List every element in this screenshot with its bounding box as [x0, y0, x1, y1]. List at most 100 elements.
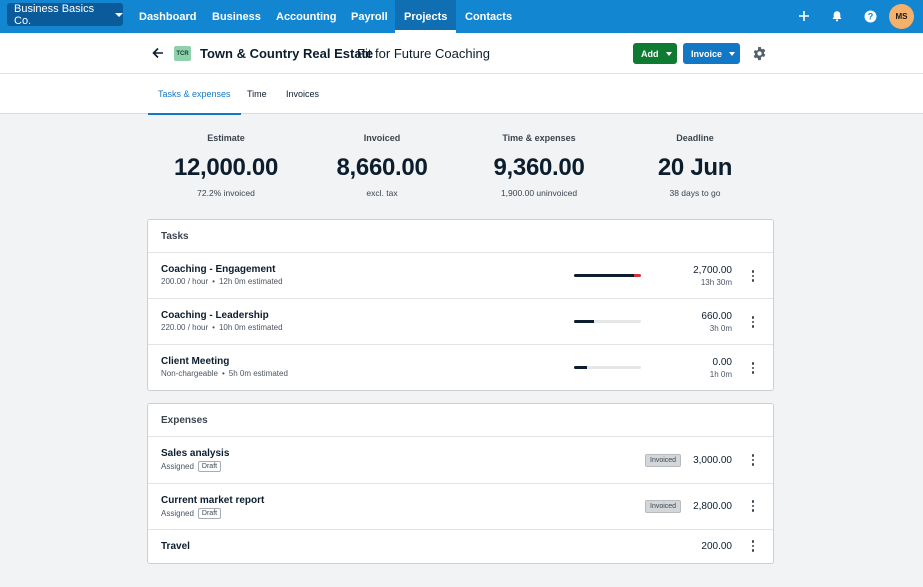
stat-value: 12,000.00 — [173, 154, 279, 181]
more-options-icon[interactable] — [747, 499, 759, 513]
tab-time[interactable]: Time — [247, 89, 267, 99]
invoice-button[interactable]: Invoice — [683, 43, 740, 64]
expense-status: Assigned — [161, 509, 194, 518]
task-row[interactable]: Coaching - Engagement 200.00 / hour • 12… — [148, 253, 773, 299]
project-tabs: Tasks & expenses Time Invoices — [0, 74, 923, 115]
user-avatar[interactable]: MS — [889, 4, 914, 29]
expense-row[interactable]: Current market report Assigned Draft Inv… — [148, 484, 773, 530]
client-name[interactable]: Town & Country Real Estate — [200, 46, 374, 61]
task-hours: 3h 0m — [709, 324, 732, 333]
separator-dot: • — [212, 277, 215, 286]
project-header: TCR Town & Country Real Estate Fit for F… — [0, 33, 923, 74]
plus-icon[interactable] — [795, 7, 813, 25]
chevron-down-icon — [665, 51, 672, 56]
task-progress-fill — [574, 274, 635, 277]
more-options-icon[interactable] — [747, 453, 759, 467]
tab-invoices[interactable]: Invoices — [286, 89, 320, 99]
expense-row[interactable]: Travel 200.00 — [148, 530, 773, 563]
task-progress-fill — [574, 320, 595, 323]
stat-label: Estimate — [207, 133, 245, 143]
svg-text:?: ? — [867, 11, 873, 21]
nav-contacts[interactable]: Contacts — [465, 10, 513, 23]
stat-label: Deadline — [676, 133, 714, 143]
separator-dot: • — [212, 323, 215, 332]
nav-payroll[interactable]: Payroll — [351, 10, 388, 23]
task-hours: 13h 30m — [700, 278, 732, 287]
expense-meta: Assigned Draft — [161, 508, 222, 519]
draft-tag: Draft — [197, 508, 222, 519]
summary-deadline: Deadline 20 Jun 38 days to go — [615, 133, 775, 198]
stat-value: 8,660.00 — [336, 154, 428, 181]
stat-label: Invoiced — [363, 133, 401, 143]
invoiced-badge: Invoiced — [645, 500, 682, 513]
task-meta: 200.00 / hour • 12h 0m estimated — [161, 277, 283, 286]
task-row[interactable]: Coaching - Leadership 220.00 / hour • 10… — [148, 299, 773, 345]
more-options-icon[interactable] — [747, 269, 759, 283]
invoiced-badge: Invoiced — [645, 454, 682, 467]
nav-business[interactable]: Business — [212, 10, 261, 23]
task-name: Coaching - Leadership — [161, 310, 269, 321]
add-button[interactable]: Add — [633, 43, 677, 64]
summary-estimate: Estimate 12,000.00 72.2% invoiced — [146, 133, 306, 198]
task-amount: 2,700.00 — [693, 265, 732, 276]
back-arrow-icon[interactable] — [150, 45, 166, 61]
task-name: Coaching - Engagement — [161, 264, 276, 275]
expense-meta: Assigned Draft — [161, 461, 222, 472]
nav-dashboard[interactable]: Dashboard — [139, 10, 197, 23]
expense-name: Sales analysis — [161, 448, 230, 459]
organisation-name: Business Basics Co. — [14, 2, 95, 27]
nav-projects[interactable]: Projects — [395, 0, 457, 33]
task-progress-bar — [574, 366, 641, 369]
summary-invoiced: Invoiced 8,660.00 excl. tax — [302, 133, 462, 198]
more-options-icon[interactable] — [747, 361, 759, 375]
add-button-label: Add — [641, 48, 659, 59]
stat-value: 20 Jun — [657, 154, 733, 181]
task-amount: 0.00 — [712, 357, 732, 368]
chevron-down-icon — [729, 51, 736, 56]
task-name: Client Meeting — [161, 356, 230, 367]
task-hours: 1h 0m — [709, 370, 732, 379]
bell-icon[interactable] — [828, 7, 846, 25]
expenses-heading: Expenses — [148, 404, 773, 437]
stat-label: Time & expenses — [502, 133, 576, 143]
task-progress-fill — [574, 366, 588, 369]
task-meta: Non-chargeable • 5h 0m estimated — [161, 369, 288, 378]
expenses-card: Expenses Sales analysis Assigned Draft I… — [147, 403, 774, 564]
stat-value: 9,360.00 — [493, 154, 585, 181]
expense-status: Assigned — [161, 462, 194, 471]
task-estimate: 5h 0m estimated — [228, 369, 288, 378]
task-progress-bar — [574, 274, 641, 277]
expense-name: Current market report — [161, 495, 265, 506]
separator-dot: • — [221, 369, 225, 378]
stat-subtext: 1,900.00 uninvoiced — [500, 188, 578, 198]
task-progress-bar — [574, 320, 641, 323]
task-overrun-fill — [634, 274, 641, 277]
task-rate: Non-chargeable — [161, 369, 218, 378]
stat-subtext: excl. tax — [366, 188, 398, 198]
tasks-heading: Tasks — [148, 220, 773, 253]
more-options-icon[interactable] — [747, 539, 759, 553]
tab-tasks-expenses[interactable]: Tasks & expenses — [148, 74, 241, 115]
expense-amount: 200.00 — [701, 541, 732, 552]
client-logo: TCR — [174, 46, 191, 61]
invoice-button-label: Invoice — [691, 48, 723, 59]
nav-accounting[interactable]: Accounting — [276, 10, 337, 23]
expense-amount: 2,800.00 — [693, 501, 732, 512]
organisation-switcher[interactable]: Business Basics Co. — [7, 2, 123, 27]
summary-time-expenses: Time & expenses 9,360.00 1,900.00 uninvo… — [459, 133, 619, 198]
task-rate: 220.00 / hour — [161, 323, 209, 332]
expense-amount: 3,000.00 — [693, 455, 732, 466]
task-estimate: 12h 0m estimated — [218, 277, 283, 286]
expense-row[interactable]: Sales analysis Assigned Draft Invoiced 3… — [148, 437, 773, 484]
project-name: Fit for Future Coaching — [357, 46, 490, 61]
more-options-icon[interactable] — [747, 315, 759, 329]
task-amount: 660.00 — [701, 311, 732, 322]
task-estimate: 10h 0m estimated — [218, 323, 283, 332]
tasks-card: Tasks Coaching - Engagement 200.00 / hou… — [147, 219, 774, 391]
help-icon[interactable]: ? — [861, 7, 879, 25]
task-row[interactable]: Client Meeting Non-chargeable • 5h 0m es… — [148, 345, 773, 390]
task-meta: 220.00 / hour • 10h 0m estimated — [161, 323, 283, 332]
gear-icon[interactable] — [752, 46, 767, 61]
stat-subtext: 72.2% invoiced — [197, 188, 255, 198]
draft-tag: Draft — [197, 461, 222, 472]
